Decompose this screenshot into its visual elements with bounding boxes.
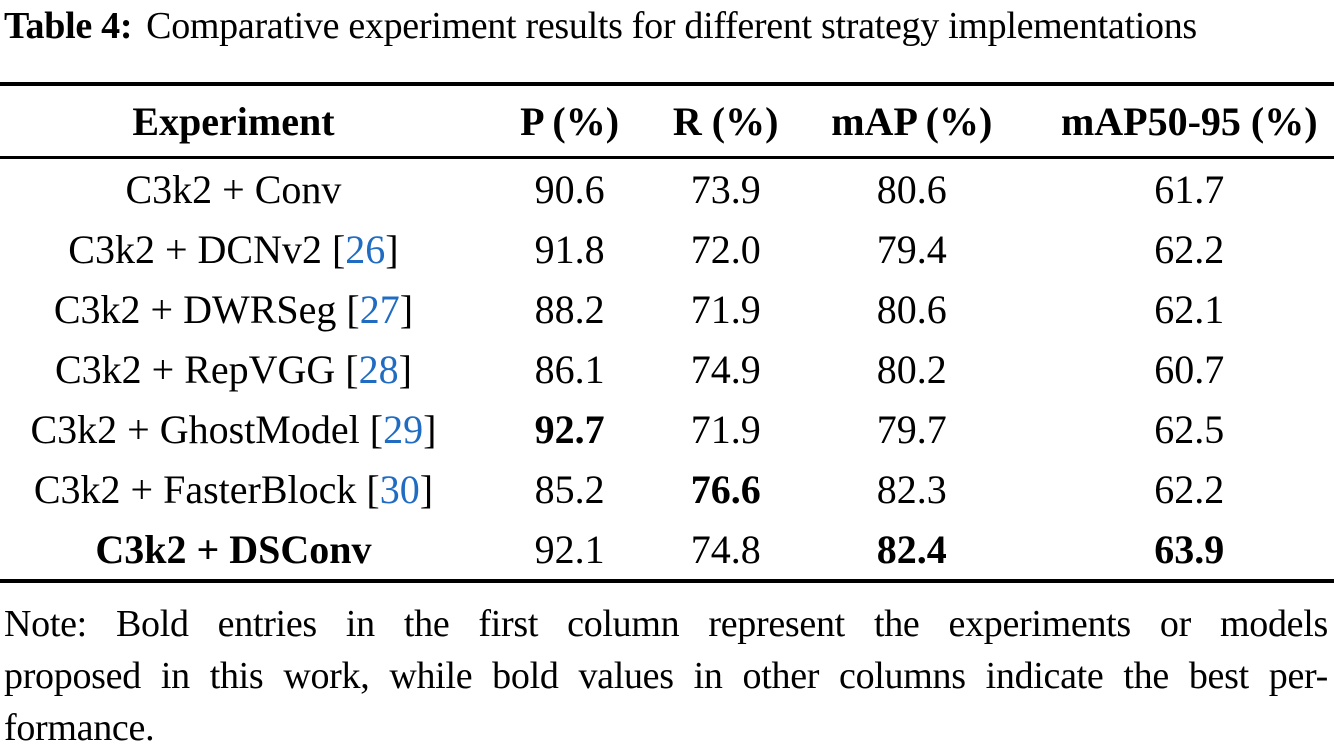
value-cell: 71.9 bbox=[672, 399, 779, 459]
value-cell: 85.2 bbox=[467, 459, 672, 519]
value-cell: 62.5 bbox=[1045, 399, 1334, 459]
value-cell: 61.7 bbox=[1045, 158, 1334, 220]
value-cell: 74.9 bbox=[672, 339, 779, 399]
value-cell: 79.7 bbox=[779, 399, 1044, 459]
experiment-cell: C3k2 + FasterBlock [30] bbox=[0, 459, 467, 519]
results-table: Experiment P (%) R (%) mAP (%) mAP50-95 … bbox=[0, 82, 1334, 583]
experiment-cell: C3k2 + GhostModel [29] bbox=[0, 399, 467, 459]
value-cell: 88.2 bbox=[467, 279, 672, 339]
column-header-map: mAP (%) bbox=[779, 84, 1044, 158]
citation-link[interactable]: 29 bbox=[383, 407, 423, 452]
value-cell: 76.6 bbox=[672, 459, 779, 519]
value-cell: 63.9 bbox=[1045, 519, 1334, 581]
note-line: proposed in this work, while bold values… bbox=[4, 650, 1328, 702]
value-cell: 72.0 bbox=[672, 219, 779, 279]
value-cell: 62.2 bbox=[1045, 459, 1334, 519]
experiment-cell: C3k2 + Conv bbox=[0, 158, 467, 220]
citation-link[interactable]: 27 bbox=[360, 287, 400, 332]
value-cell: 74.8 bbox=[672, 519, 779, 581]
column-header-experiment: Experiment bbox=[0, 84, 467, 158]
value-cell: 91.8 bbox=[467, 219, 672, 279]
value-cell: 73.9 bbox=[672, 158, 779, 220]
value-cell: 86.1 bbox=[467, 339, 672, 399]
value-cell: 80.2 bbox=[779, 339, 1044, 399]
table-caption-text: Comparative experiment results for diffe… bbox=[146, 5, 1197, 47]
value-cell: 92.1 bbox=[467, 519, 672, 581]
value-cell: 82.4 bbox=[779, 519, 1044, 581]
value-cell: 71.9 bbox=[672, 279, 779, 339]
note-line: Note: Bold entries in the first column r… bbox=[4, 598, 1328, 650]
table-caption: Table 4: Comparative experiment results f… bbox=[0, 0, 1334, 50]
value-cell: 60.7 bbox=[1045, 339, 1334, 399]
value-cell: 82.3 bbox=[779, 459, 1044, 519]
column-header-map50-95: mAP50-95 (%) bbox=[1045, 84, 1334, 158]
citation-link[interactable]: 28 bbox=[359, 347, 399, 392]
value-cell: 92.7 bbox=[467, 399, 672, 459]
value-cell: 62.1 bbox=[1045, 279, 1334, 339]
experiment-cell: C3k2 + DSConv bbox=[0, 519, 467, 581]
citation-link[interactable]: 26 bbox=[345, 227, 385, 272]
table-note: Note: Bold entries in the first column r… bbox=[4, 598, 1328, 754]
experiment-cell: C3k2 + RepVGG [28] bbox=[0, 339, 467, 399]
value-cell: 62.2 bbox=[1045, 219, 1334, 279]
note-line: formance. bbox=[4, 702, 1328, 754]
citation-link[interactable]: 30 bbox=[380, 467, 420, 512]
column-header-r: R (%) bbox=[672, 84, 779, 158]
table-caption-label: Table 4: bbox=[4, 5, 132, 47]
experiment-cell: C3k2 + DCNv2 [26] bbox=[0, 219, 467, 279]
column-header-p: P (%) bbox=[467, 84, 672, 158]
header-row: Experiment P (%) R (%) mAP (%) mAP50-95 … bbox=[0, 84, 1334, 158]
value-cell: 90.6 bbox=[467, 158, 672, 220]
experiment-cell: C3k2 + DWRSeg [27] bbox=[0, 279, 467, 339]
value-cell: 80.6 bbox=[779, 158, 1044, 220]
value-cell: 79.4 bbox=[779, 219, 1044, 279]
value-cell: 80.6 bbox=[779, 279, 1044, 339]
